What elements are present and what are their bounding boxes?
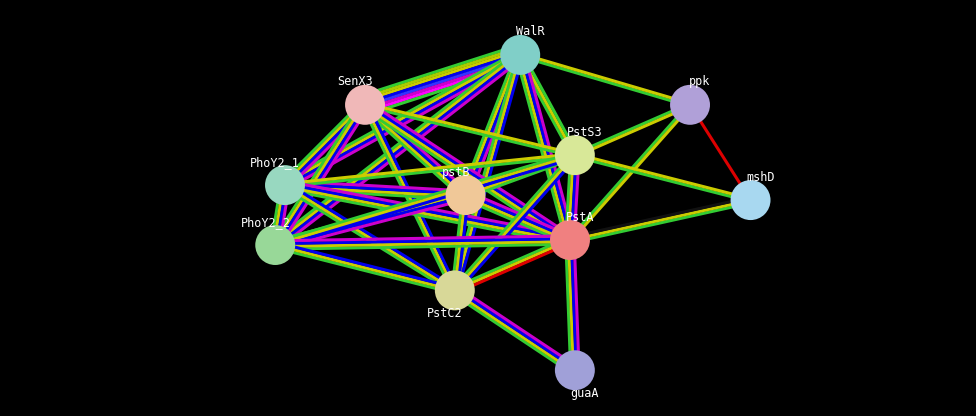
Text: PstS3: PstS3 xyxy=(567,126,602,139)
Circle shape xyxy=(671,85,710,125)
Text: PhoY2_1: PhoY2_1 xyxy=(250,156,301,168)
Text: mshD: mshD xyxy=(746,171,775,183)
Text: PstC2: PstC2 xyxy=(427,307,463,320)
Circle shape xyxy=(501,35,540,75)
Text: SenX3: SenX3 xyxy=(338,75,373,88)
Text: guaA: guaA xyxy=(570,387,599,400)
Text: PhoY2_2: PhoY2_2 xyxy=(240,215,291,228)
Circle shape xyxy=(446,175,485,215)
Circle shape xyxy=(346,85,385,125)
Text: pstB: pstB xyxy=(441,166,470,178)
Circle shape xyxy=(435,270,474,310)
Circle shape xyxy=(731,180,770,220)
Circle shape xyxy=(256,225,295,265)
Text: WalR: WalR xyxy=(515,25,545,38)
Circle shape xyxy=(555,135,594,175)
Circle shape xyxy=(555,350,594,390)
Text: ppk: ppk xyxy=(689,75,711,88)
Text: PstA: PstA xyxy=(565,210,594,223)
Circle shape xyxy=(265,165,305,205)
Circle shape xyxy=(550,220,590,260)
